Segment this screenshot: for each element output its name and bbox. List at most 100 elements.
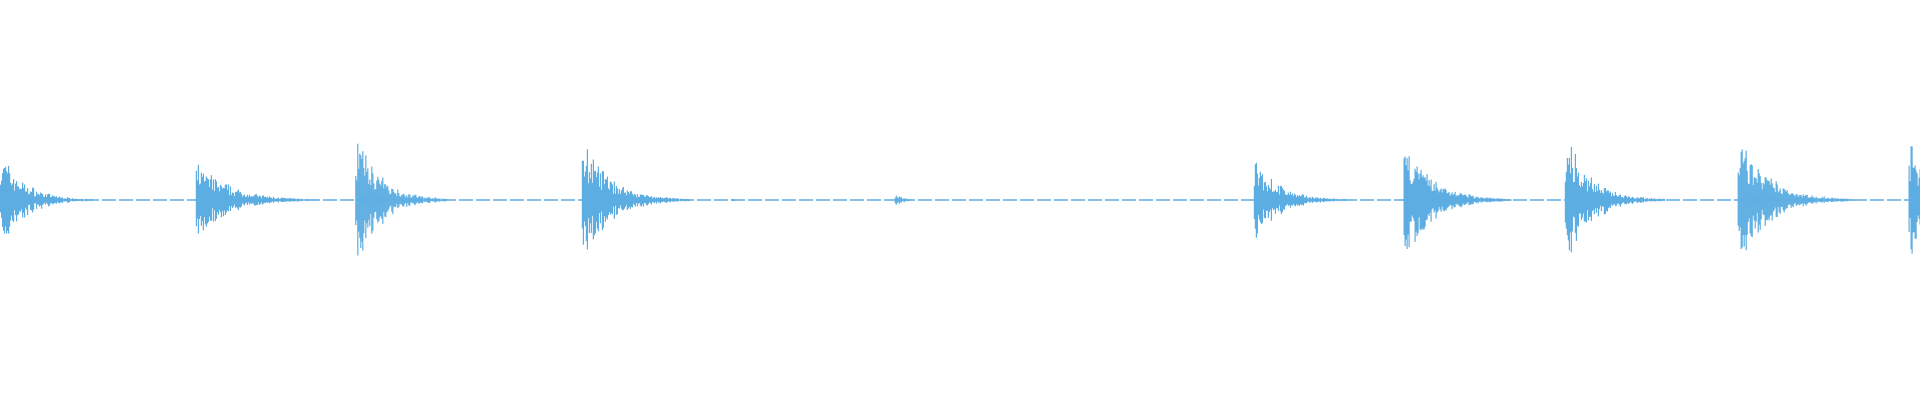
waveform-sample (1769, 184, 1771, 216)
waveform-sample (669, 198, 671, 203)
waveform-sample (1827, 197, 1829, 203)
waveform-sample (1470, 196, 1472, 205)
waveform-sample (434, 197, 436, 203)
waveform-sample (32, 187, 34, 213)
waveform-sample (237, 189, 239, 211)
waveform-sample (410, 197, 412, 203)
waveform-sample (1750, 164, 1752, 237)
waveform-sample (1737, 172, 1739, 226)
waveform-sample (1786, 190, 1788, 209)
waveform-sample (55, 197, 57, 203)
waveform-sample (614, 193, 616, 206)
waveform-sample (1331, 199, 1333, 201)
waveform-sample (1309, 197, 1311, 203)
waveform-sample (1605, 191, 1607, 211)
waveform-sample (1344, 199, 1346, 201)
waveform-sample (1477, 197, 1479, 204)
waveform-sample (1575, 168, 1577, 241)
waveform-sample (1839, 199, 1841, 202)
waveform-sample (1466, 196, 1468, 204)
waveform-sample (1273, 191, 1275, 210)
waveform-sample (245, 196, 247, 203)
waveform-sample (1807, 197, 1809, 203)
waveform-sample (1334, 199, 1336, 201)
waveform-sample (1782, 188, 1784, 211)
waveform-sample (376, 180, 378, 220)
waveform-sample (65, 198, 67, 202)
waveform-sample (413, 196, 415, 204)
waveform-sample (1623, 196, 1625, 204)
waveform-sample (1564, 181, 1566, 223)
waveform-sample (201, 176, 203, 221)
waveform-sample (1469, 195, 1471, 205)
waveform-sample (401, 194, 403, 205)
waveform-sample (380, 185, 382, 216)
waveform-sample (1311, 196, 1313, 203)
waveform-sample (1604, 188, 1606, 215)
waveform-sample (1663, 199, 1665, 201)
waveform-sample (250, 196, 252, 204)
waveform-sample (1460, 193, 1462, 208)
waveform-sample (1441, 192, 1443, 207)
waveform-sample (418, 196, 420, 204)
waveform-sample (372, 173, 374, 231)
waveform-sample (1306, 197, 1308, 202)
waveform-sample (589, 178, 591, 224)
waveform-sample (597, 166, 599, 232)
waveform-sample (608, 189, 610, 213)
waveform-sample (1806, 194, 1808, 205)
waveform-sample (198, 184, 200, 219)
waveform-sample (1430, 179, 1432, 222)
waveform-sample (1764, 176, 1766, 226)
waveform-sample (1256, 173, 1258, 234)
waveform-sample (1644, 198, 1646, 202)
waveform-sample (266, 196, 268, 203)
waveform-sample (1908, 165, 1910, 232)
waveform-sample (1483, 198, 1485, 202)
waveform-sample (203, 181, 205, 217)
waveform-sample (1628, 196, 1630, 204)
waveform-sample (362, 151, 364, 251)
waveform-sample (644, 197, 646, 204)
waveform-sample (1488, 198, 1490, 202)
waveform-sample (588, 172, 590, 233)
waveform-sample (1647, 199, 1649, 201)
waveform-sample (423, 198, 425, 202)
waveform-sample (1619, 194, 1621, 207)
waveform-sample (640, 194, 642, 207)
waveform-sample (391, 188, 393, 212)
waveform-sample (1627, 196, 1629, 204)
waveform-sample (403, 193, 405, 207)
waveform-sample (1313, 198, 1315, 202)
waveform-sample (1820, 198, 1822, 203)
waveform-sample (1506, 199, 1508, 201)
waveform-sample (366, 172, 368, 224)
waveform-sample (1579, 187, 1581, 214)
waveform-sample (406, 195, 408, 207)
waveform-sample (619, 193, 621, 206)
waveform-sample (1463, 195, 1465, 205)
waveform-sample (1567, 164, 1569, 241)
waveform-sample (1648, 198, 1650, 202)
waveform-burst (1908, 146, 1920, 254)
waveform-sample (1280, 185, 1282, 215)
waveform-sample (1618, 194, 1620, 205)
waveform-sample (1643, 199, 1645, 201)
waveform-sample (9, 173, 11, 227)
waveform-sample (582, 160, 584, 245)
waveform-sample (1804, 195, 1806, 205)
waveform-sample (1295, 197, 1297, 205)
waveform-sample (1755, 178, 1757, 222)
waveform-sample (1847, 199, 1849, 201)
waveform-sample (635, 197, 637, 203)
waveform-sample (369, 179, 371, 227)
waveform-sample (1625, 196, 1627, 205)
waveform-sample (1478, 198, 1480, 202)
waveform-sample (1614, 192, 1616, 206)
waveform-sample (1291, 193, 1293, 206)
waveform-sample (1819, 198, 1821, 203)
waveform-burst (581, 149, 690, 250)
waveform-sample (732, 199, 734, 202)
waveform-sample (270, 197, 272, 203)
waveform-sample (1810, 197, 1812, 203)
